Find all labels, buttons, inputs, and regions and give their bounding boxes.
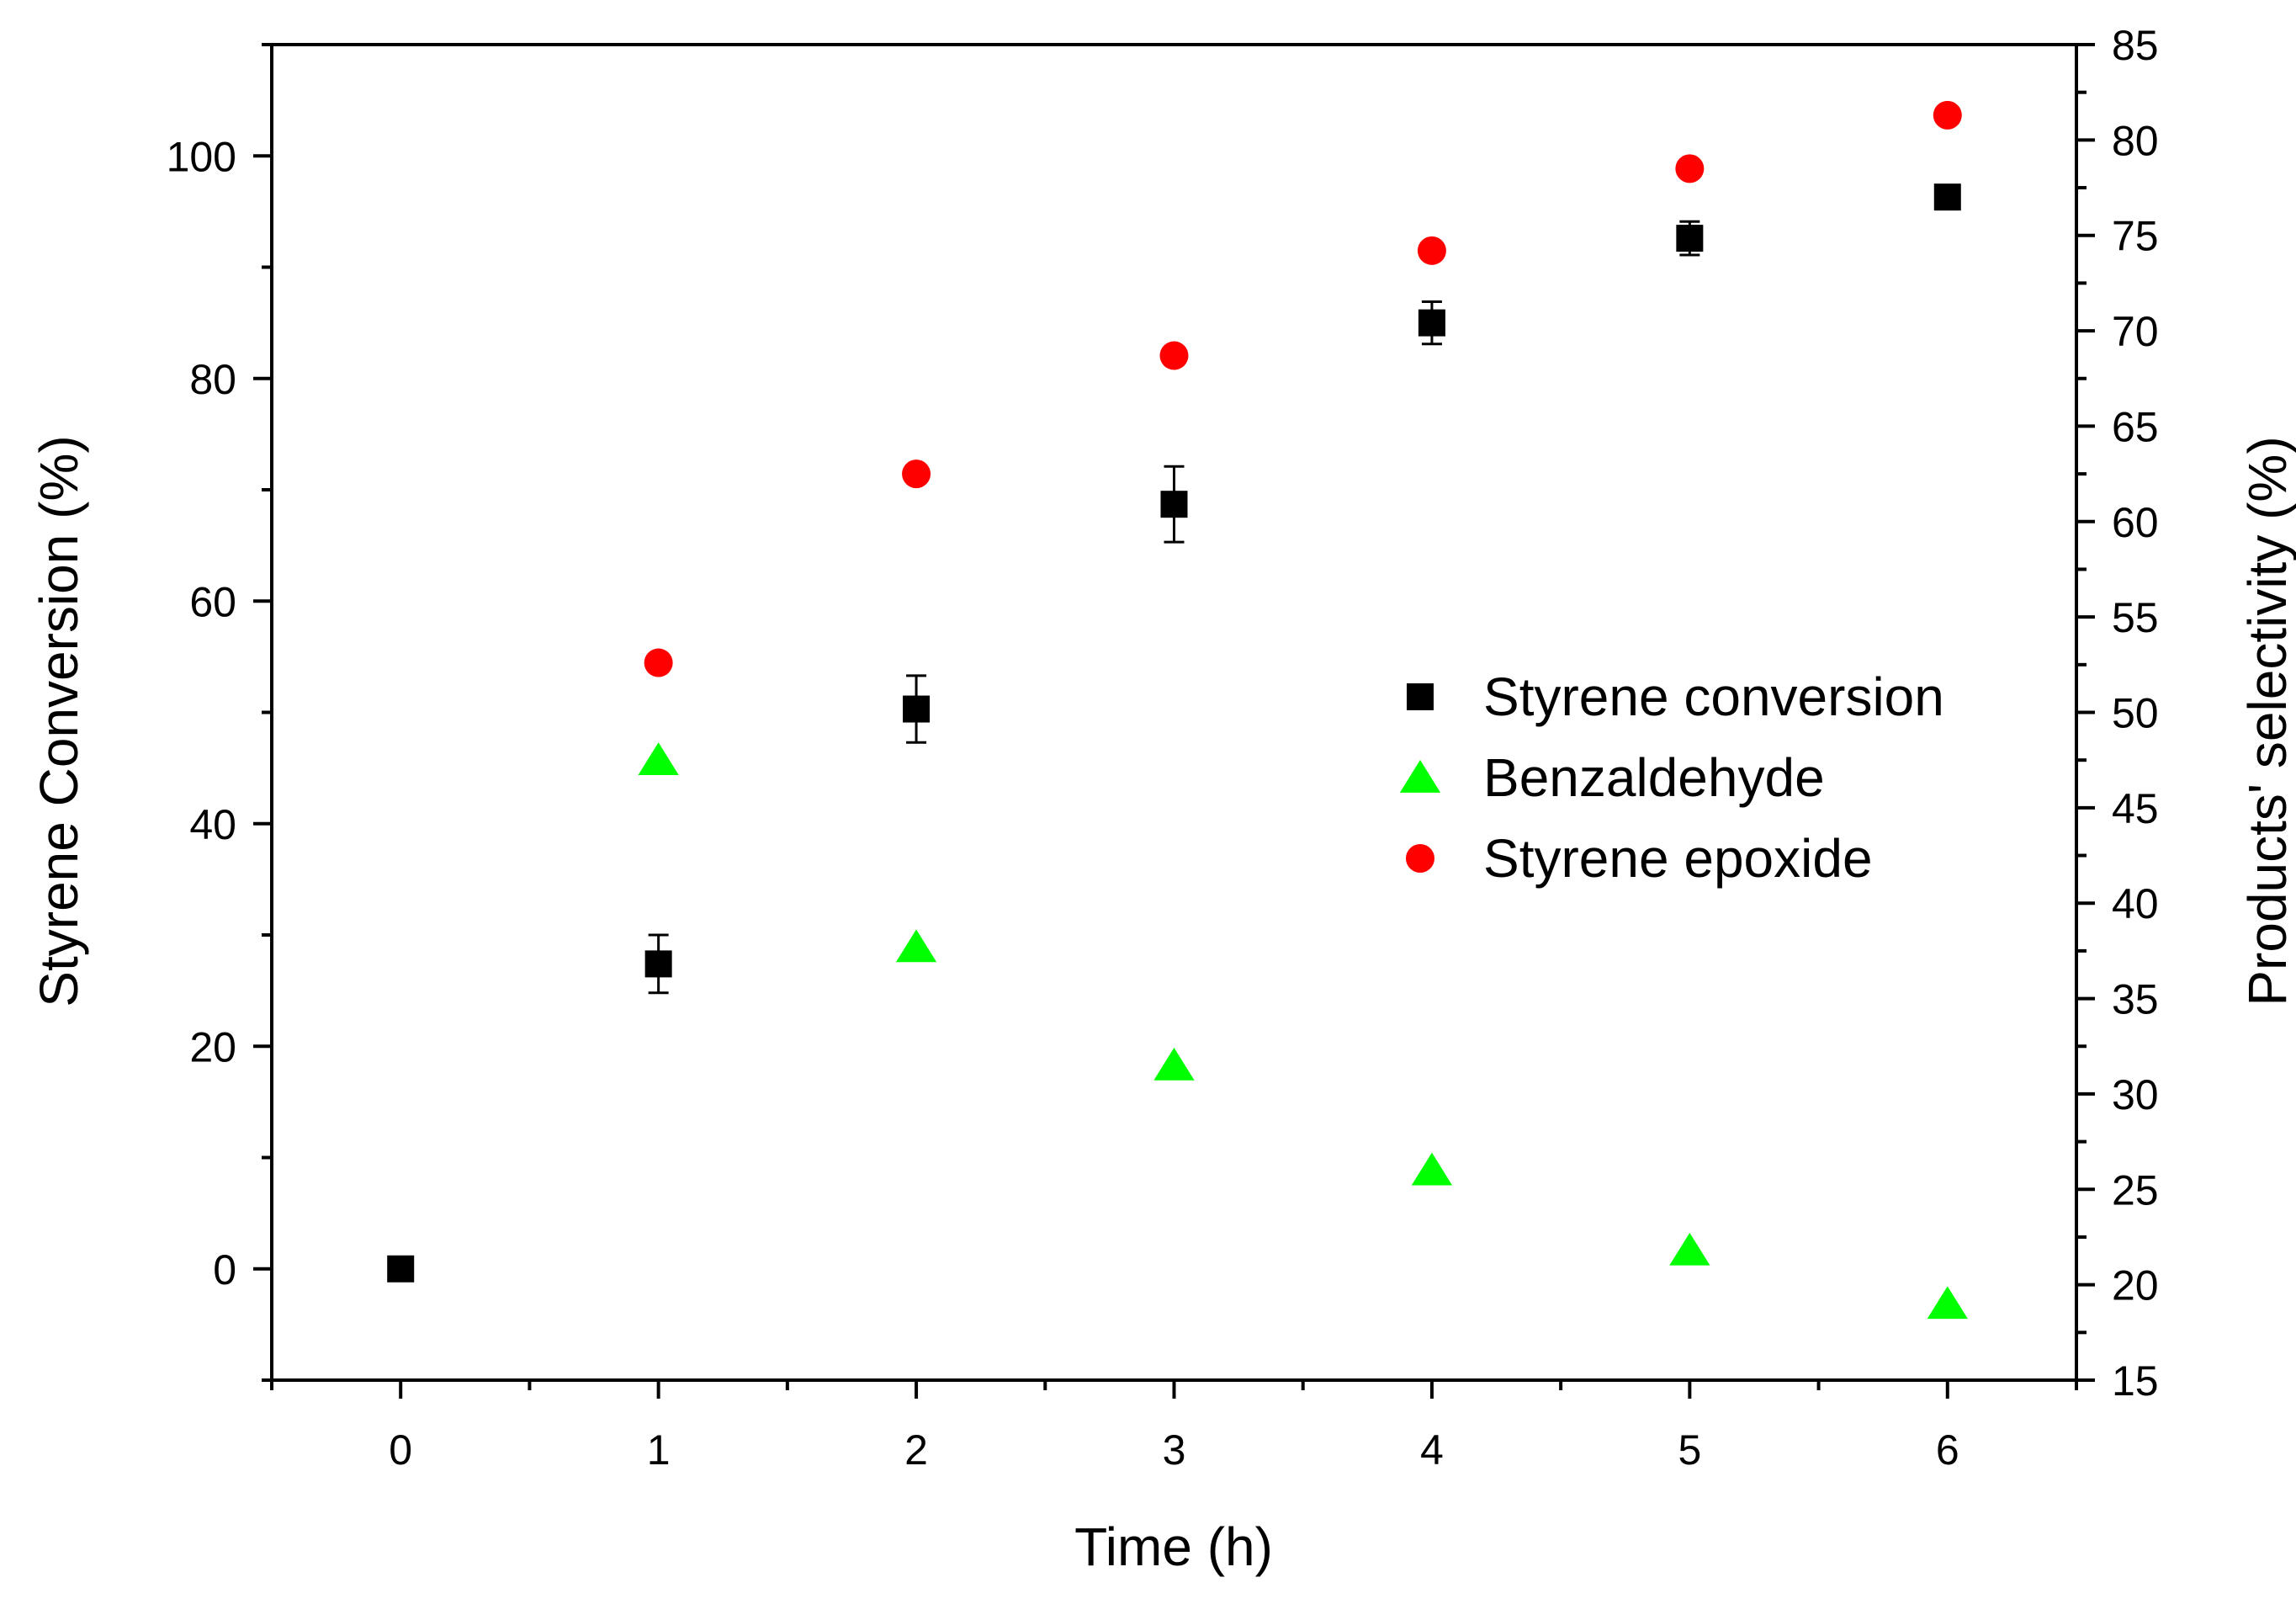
y-left-tick-label: 100 (167, 133, 236, 180)
x-tick-label: 5 (1678, 1426, 1701, 1474)
x-tick-label: 3 (1163, 1426, 1186, 1474)
styrene-epoxide-point (902, 459, 931, 489)
y-right-tick-label: 35 (2112, 976, 2159, 1023)
legend-styrene-conversion-label: Styrene conversion (1483, 667, 1944, 727)
styrene-conversion-point (1676, 225, 1704, 252)
x-tick-label: 0 (389, 1426, 412, 1474)
y-left-tick-label: 40 (189, 801, 236, 848)
styrene-conversion-point (387, 1255, 415, 1283)
y-right-tick-label: 80 (2112, 117, 2159, 164)
styrene-conversion-point (1418, 309, 1445, 337)
y-right-tick-label: 30 (2112, 1071, 2159, 1118)
styrene-conversion-point (644, 950, 672, 978)
styrene-conversion-point (1160, 491, 1188, 518)
benzaldehyde-point (895, 929, 937, 963)
y-left-tick-label: 60 (189, 578, 236, 625)
y-right-tick-label: 70 (2112, 308, 2159, 355)
benzaldehyde-point (638, 742, 679, 776)
y-right-tick-label: 40 (2112, 880, 2159, 927)
y-right-tick-label: 75 (2112, 213, 2159, 260)
styrene-conversion-point (903, 695, 931, 723)
legend-styrene-epoxide-label: Styrene epoxide (1483, 828, 1873, 889)
y-right-tick-label: 85 (2112, 22, 2159, 69)
y-right-tick-label: 45 (2112, 785, 2159, 832)
styrene-conversion-point (1933, 183, 1961, 211)
y-right-tick-label: 15 (2112, 1357, 2159, 1405)
y-axis-right-title: Products' selectivity (%) (2237, 436, 2296, 1006)
legend-styrene-conversion-marker (1407, 683, 1434, 710)
x-tick-label: 2 (904, 1426, 928, 1474)
y-left-tick-label: 20 (189, 1023, 236, 1070)
benzaldehyde-point (1411, 1152, 1453, 1186)
y-left-tick-label: 0 (213, 1246, 236, 1293)
x-tick-label: 4 (1420, 1426, 1444, 1474)
legend-styrene-epoxide-marker (1406, 844, 1434, 873)
y-right-tick-label: 25 (2112, 1166, 2159, 1214)
y-right-tick-label: 50 (2112, 690, 2159, 737)
benzaldehyde-point (1153, 1047, 1195, 1081)
legend-benzaldehyde-label: Benzaldehyde (1483, 747, 1825, 808)
x-tick-label: 1 (647, 1426, 671, 1474)
styrene-epoxide-point (1933, 100, 1962, 130)
y-right-tick-label: 65 (2112, 403, 2159, 450)
x-tick-label: 6 (1936, 1426, 1959, 1474)
benzaldehyde-point (1927, 1286, 1968, 1320)
x-axis-title: Time (h) (1074, 1516, 1273, 1577)
y-left-tick-label: 80 (189, 356, 236, 403)
benzaldehyde-point (1669, 1232, 1710, 1266)
styrene-epoxide-point (1675, 154, 1705, 183)
styrene-epoxide-point (1417, 236, 1446, 265)
y-right-tick-label: 60 (2112, 499, 2159, 546)
y-right-tick-label: 55 (2112, 594, 2159, 641)
styrene-epoxide-point (1159, 341, 1189, 370)
y-right-tick-label: 20 (2112, 1262, 2159, 1309)
legend-benzaldehyde-marker (1399, 760, 1441, 793)
y-axis-left-title: Styrene Conversion (%) (29, 435, 89, 1006)
styrene-epoxide-point (644, 648, 673, 677)
